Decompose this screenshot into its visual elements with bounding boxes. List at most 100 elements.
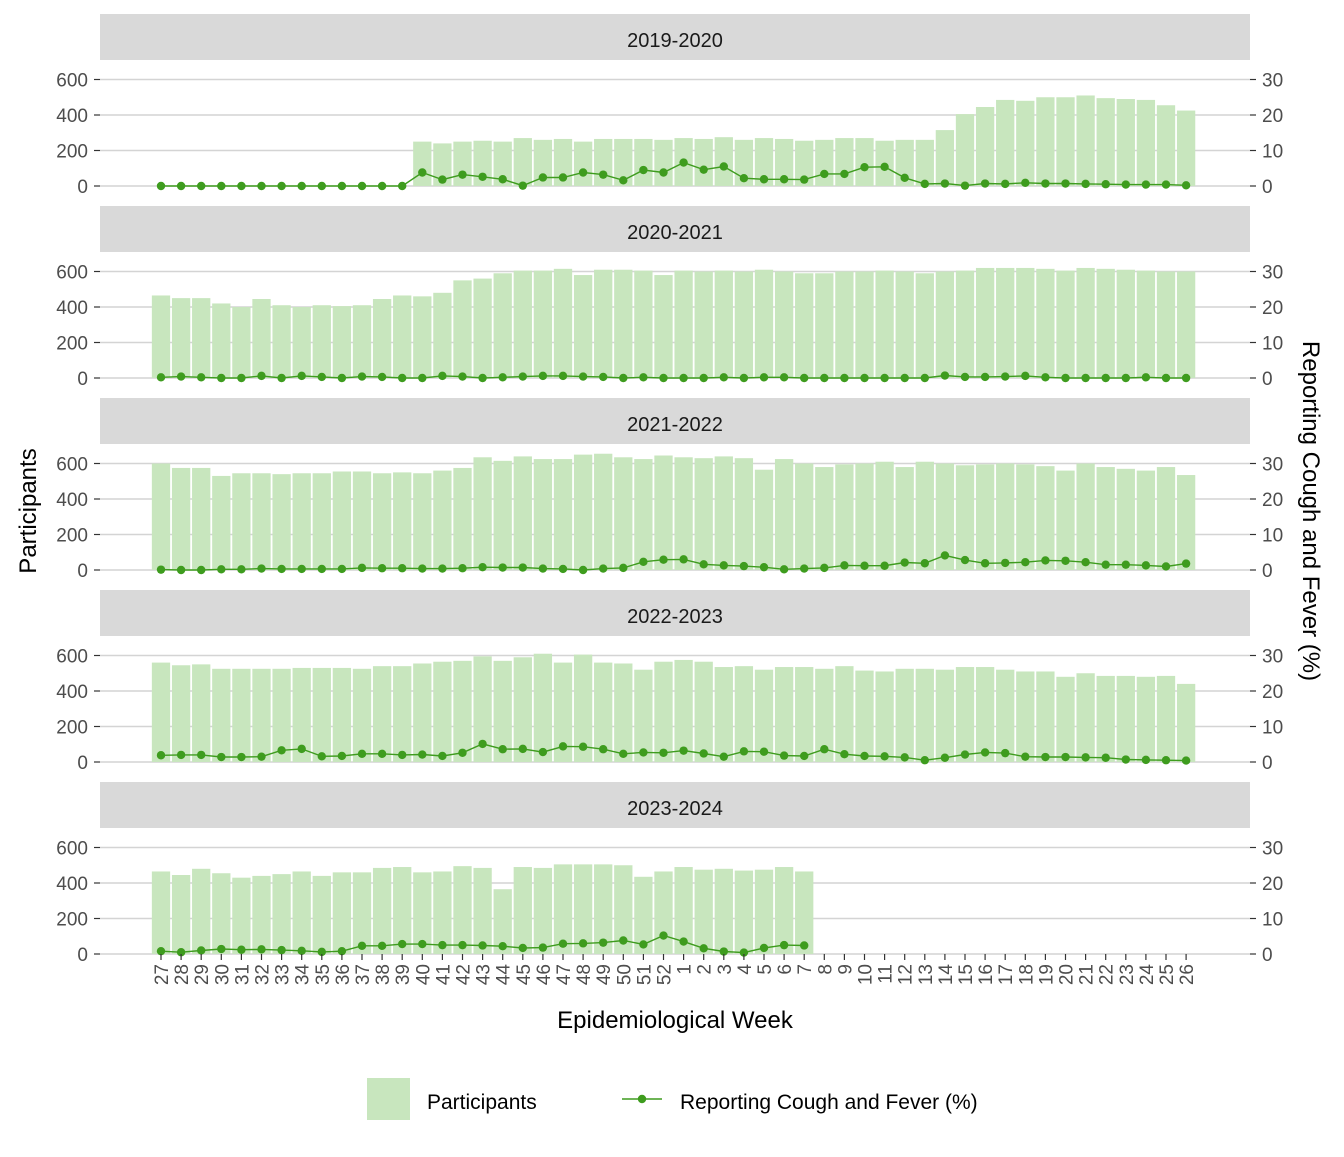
cough-fever-point: [277, 373, 286, 383]
participants-bar: [1016, 100, 1035, 186]
left-y-tick-label: 400: [56, 490, 88, 511]
participants-bar: [774, 867, 794, 954]
x-tick-label: 49: [594, 964, 615, 985]
participants-bar: [955, 270, 975, 378]
cough-fever-point: [277, 945, 286, 955]
panel-2022-2023: 2022-2023 0 200 400 600 0 10 20 30: [56, 590, 1283, 774]
participants-bar: [292, 871, 311, 954]
panel-2019-2020: 2019-2020 0 200 400 600 0 10 20 30: [56, 14, 1283, 198]
cough-fever-point: [156, 751, 166, 760]
participants-bar: [393, 472, 412, 570]
cough-fever-point: [176, 181, 186, 191]
participants-bar: [212, 873, 231, 954]
cough-fever-point: [940, 179, 950, 188]
participants-bar: [252, 299, 271, 378]
cough-fever-point: [1001, 372, 1010, 381]
cough-fever-point: [297, 564, 306, 574]
participants-bar: [714, 456, 733, 570]
participants-bar: [835, 464, 854, 570]
participants-bar: [634, 459, 653, 570]
cough-fever-point: [880, 752, 889, 761]
cough-fever-point: [599, 938, 608, 947]
participants-bar: [453, 141, 472, 186]
participants-bar: [473, 656, 492, 762]
participants-bar: [413, 296, 432, 378]
participants-bar: [855, 463, 874, 570]
participants-bar: [674, 270, 693, 378]
participants-bar: [795, 273, 814, 378]
cough-fever-point: [156, 373, 166, 382]
participants-bar: [252, 473, 271, 570]
participants-bar: [493, 460, 512, 570]
cough-fever-point: [759, 562, 769, 572]
cough-fever-point: [1121, 560, 1131, 569]
participants-bar: [1036, 466, 1055, 570]
cough-fever-point: [1021, 178, 1030, 188]
cough-fever-point: [800, 373, 809, 383]
participants-bar: [1056, 470, 1075, 570]
cough-fever-point: [619, 176, 628, 185]
participants-bar: [473, 867, 492, 954]
cough-fever-point: [860, 373, 869, 383]
cough-fever-point: [377, 941, 387, 951]
participants-bar: [413, 141, 432, 186]
participants-bar: [433, 143, 452, 186]
cough-fever-point: [438, 751, 447, 761]
cough-fever-point: [639, 940, 648, 949]
cough-fever-point: [779, 373, 789, 382]
participants-bar: [272, 874, 291, 954]
cough-fever-point: [619, 749, 628, 759]
right-y-tick-label: 0: [1262, 945, 1273, 966]
participants-bar: [292, 473, 311, 570]
participants-bar: [573, 275, 593, 378]
cough-fever-point: [639, 557, 648, 567]
cough-fever-point: [438, 175, 447, 184]
participants-bar: [1156, 467, 1176, 570]
cough-fever-point: [820, 169, 829, 179]
participants-bar: [212, 475, 231, 570]
cough-fever-point: [237, 373, 246, 383]
participants-bar: [493, 273, 512, 378]
cough-fever-point: [237, 565, 246, 574]
cough-fever-point: [297, 181, 306, 191]
cough-fever-point: [538, 564, 548, 573]
cough-fever-point: [1021, 557, 1030, 567]
cough-fever-point: [699, 165, 708, 174]
cough-fever-point: [197, 750, 206, 760]
cough-fever-point: [1001, 558, 1010, 568]
cough-fever-point: [659, 168, 668, 177]
participants-bar: [232, 473, 251, 570]
participants-bar: [674, 867, 693, 954]
x-tick-label: 9: [835, 964, 856, 975]
cough-fever-point: [1161, 756, 1171, 765]
cough-fever-point: [1081, 753, 1090, 762]
cough-fever-point: [880, 162, 889, 172]
participants-bar: [372, 666, 392, 762]
cough-fever-point: [1161, 562, 1171, 571]
participants-bar: [1036, 671, 1055, 762]
participants-bar: [1176, 271, 1196, 378]
cough-fever-point: [880, 373, 889, 383]
right-y-tick-label: 10: [1262, 142, 1283, 163]
participants-bar: [614, 138, 633, 186]
cough-fever-point: [398, 564, 407, 573]
x-tick-label: 34: [293, 964, 314, 986]
x-tick-label: 43: [474, 964, 495, 985]
cough-fever-point: [980, 372, 990, 382]
participants-bar: [614, 663, 633, 762]
cough-fever-point: [940, 371, 950, 380]
participants-bar: [1076, 267, 1095, 378]
left-y-tick-label: 600: [56, 647, 88, 668]
cough-fever-point: [619, 936, 628, 945]
cough-fever-point: [478, 172, 487, 181]
participants-bar: [1056, 97, 1075, 186]
participants-bar: [1076, 95, 1095, 186]
left-y-tick-label: 600: [56, 71, 88, 92]
cough-fever-point: [779, 751, 789, 760]
cough-fever-point: [759, 175, 769, 184]
cough-fever-point: [840, 169, 849, 179]
cough-fever-point: [458, 940, 467, 950]
cough-fever-point: [1101, 753, 1110, 762]
participants-bar: [513, 270, 532, 378]
right-y-tick-label: 10: [1262, 526, 1283, 547]
